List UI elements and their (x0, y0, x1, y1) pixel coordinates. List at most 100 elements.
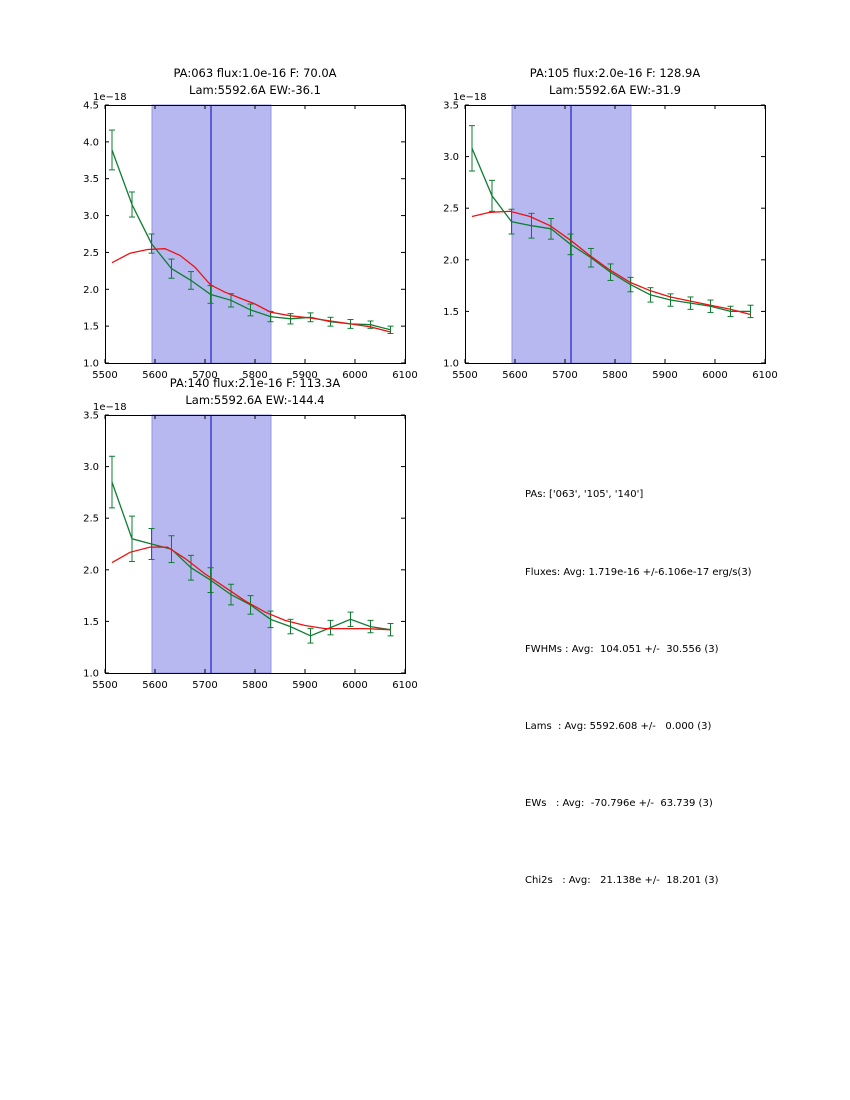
y-tick-label: 3.5 (443, 101, 459, 112)
y-tick-label: 1.5 (83, 617, 99, 628)
x-tick-label: 5900 (652, 370, 677, 381)
summary-stats: PAs: ['063', '105', '140'] Fluxes: Avg: … (525, 431, 752, 945)
stat-line-ews: EWs : Avg: -70.796e +/- 63.739 (3) (525, 797, 713, 809)
subplot-title-line2: Lam:5592.6A EW:-31.9 (549, 83, 681, 97)
y-tick-label: 3.0 (443, 152, 459, 163)
x-tick-label: 6000 (702, 370, 727, 381)
x-tick-label: 5500 (452, 370, 477, 381)
y-tick-label: 1.0 (443, 359, 459, 370)
errorbar (109, 455, 115, 509)
y-tick-label: 3.5 (83, 174, 99, 185)
errorbar (607, 263, 614, 281)
errorbar (148, 233, 155, 254)
x-tick-label: 5700 (552, 370, 577, 381)
subplot-pa063: PA:063 flux:1.0e-16 F: 70.0A Lam:5592.6A… (55, 65, 420, 394)
y-tick-label: 2.0 (83, 565, 99, 576)
stat-line-pas: PAs: ['063', '105', '140'] (525, 489, 644, 501)
y-tick-label: 3.0 (83, 211, 99, 222)
errorbar (367, 619, 374, 634)
y-tick-label: 2.5 (83, 514, 99, 525)
x-tick-label: 6100 (752, 370, 777, 381)
y-tick-label: 1.5 (83, 322, 99, 333)
x-tick-label: 5500 (92, 370, 117, 381)
subplot-title: PA:063 flux:1.0e-16 F: 70.0A Lam:5592.6A… (105, 65, 405, 99)
subplot-title-line2: Lam:5592.6A EW:-36.1 (189, 83, 321, 97)
x-tick-label: 5800 (242, 680, 267, 691)
errorbar (627, 276, 634, 293)
stat-line-chi2s: Chi2s : Avg: 21.138e +/- 18.201 (3) (525, 874, 719, 886)
y-tick-label: 2.0 (443, 255, 459, 266)
subplot-pa105: PA:105 flux:2.0e-16 F: 128.9A Lam:5592.6… (415, 65, 780, 394)
x-tick-label: 5900 (292, 680, 317, 691)
subplot-title: PA:140 flux:2.1e-16 F: 113.3A Lam:5592.6… (105, 375, 405, 409)
errorbar (307, 312, 314, 323)
errorbar (347, 611, 354, 628)
chart-canvas: 5500 5600 5700 5800 5900 6000 6100 1.0 1.5 2.0 2.5… (83, 101, 418, 382)
y-tick-label: 1.0 (83, 669, 99, 680)
chart-canvas: 5500 5600 5700 5800 5900 6000 6100 1.0 1.5 2.0 2.5… (83, 411, 418, 692)
x-tick-label: 5800 (242, 370, 267, 381)
errorbar (129, 191, 135, 218)
subplot-title-line1: PA:105 flux:2.0e-16 F: 128.9A (529, 66, 701, 80)
errorbar (647, 287, 654, 303)
errorbar (109, 129, 115, 171)
errorbar (667, 293, 674, 307)
y-tick-label: 3.0 (83, 462, 99, 473)
errorbar (207, 567, 214, 594)
errorbar (327, 619, 334, 636)
errorbar (168, 258, 175, 279)
subplot-pa140: PA:140 flux:2.1e-16 F: 113.3A Lam:5592.6… (55, 375, 420, 704)
errorbar (489, 179, 495, 212)
x-tick-label: 5600 (142, 370, 167, 381)
errorbar (228, 583, 234, 606)
errorbar (188, 554, 194, 581)
x-tick-label: 5500 (92, 680, 117, 691)
stat-line-fwhms: FWHMs : Avg: 104.051 +/- 30.556 (3) (525, 643, 719, 655)
errorbar (387, 325, 394, 335)
stat-line-lams: Lams : Avg: 5592.608 +/- 0.000 (3) (525, 720, 712, 732)
fit-line (111, 546, 391, 631)
x-tick-label: 5600 (142, 680, 167, 691)
subplot-title-line1: PA:063 flux:1.0e-16 F: 70.0A (173, 66, 337, 80)
y-tick-label: 2.5 (83, 248, 99, 259)
x-tick-label: 6100 (392, 370, 417, 381)
errorbar (129, 515, 135, 563)
y-tick-label: 1.5 (443, 307, 459, 318)
x-tick-label: 6000 (342, 680, 367, 691)
x-tick-label: 5700 (192, 680, 217, 691)
x-tick-label: 5600 (502, 370, 527, 381)
y-axis-offset-label: 1e−18 (93, 92, 127, 103)
errorbar (548, 218, 554, 240)
errorbar (707, 299, 714, 313)
errorbar (327, 316, 334, 327)
x-tick-label: 5700 (192, 370, 217, 381)
subplot-title-line2: Lam:5592.6A EW:-144.4 (185, 393, 325, 407)
subplot-title-line1: PA:140 flux:2.1e-16 F: 113.3A (169, 376, 341, 390)
x-tick-label: 5800 (602, 370, 627, 381)
y-tick-label: 2.0 (83, 285, 99, 296)
chart-canvas: 5500 5600 5700 5800 5900 6000 6100 1.0 1.5 2.0 2.5… (443, 101, 778, 382)
y-tick-label: 4.5 (83, 101, 99, 112)
errorbar (508, 208, 515, 235)
y-tick-label: 2.5 (443, 204, 459, 215)
errorbar (588, 247, 594, 268)
x-tick-label: 6000 (342, 370, 367, 381)
errorbar (247, 303, 254, 317)
y-tick-label: 3.5 (83, 411, 99, 422)
errorbar (747, 304, 754, 319)
x-tick-label: 5900 (292, 370, 317, 381)
subplot-title: PA:105 flux:2.0e-16 F: 128.9A Lam:5592.6… (465, 65, 765, 99)
fit-line (471, 210, 751, 316)
errorbar (567, 233, 574, 256)
y-tick-label: 4.0 (83, 137, 99, 148)
errorbar (727, 305, 734, 318)
y-axis-offset-label: 1e−18 (453, 92, 487, 103)
errorbar (469, 125, 475, 172)
errorbar (148, 528, 155, 560)
x-tick-label: 6100 (392, 680, 417, 691)
y-axis-offset-label: 1e−18 (93, 402, 127, 413)
y-tick-label: 1.0 (83, 359, 99, 370)
stat-line-fluxes: Fluxes: Avg: 1.719e-16 +/-6.106e-17 erg/… (525, 566, 752, 578)
errorbar (188, 271, 194, 290)
